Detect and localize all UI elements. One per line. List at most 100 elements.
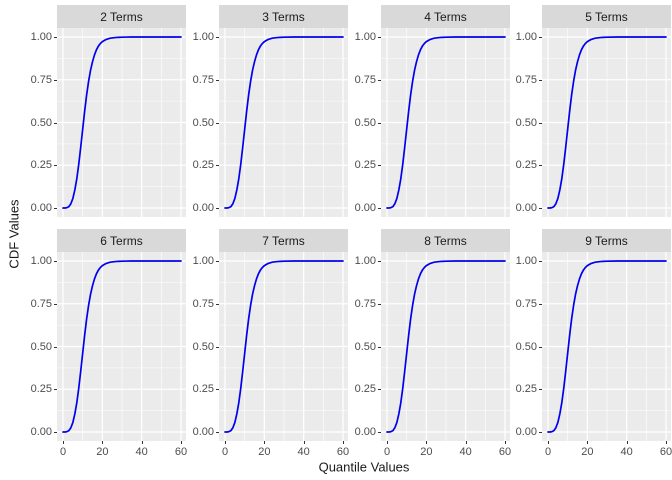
- y-tick-label: 1.00: [515, 31, 537, 43]
- facet-cell-3-terms: 3 Terms 1.00 0.75 0.50 0.25 0.00: [181, 5, 348, 217]
- y-tick-mark: [378, 432, 381, 433]
- y-tick-label: 0.50: [30, 116, 52, 129]
- y-tick-label: 0.50: [192, 116, 214, 129]
- y-tick-mark: [378, 37, 381, 38]
- y-tick-label: 0.25: [515, 159, 537, 172]
- y-tick-label: 1.00: [515, 255, 537, 267]
- y-tick-label: 0.50: [30, 340, 52, 353]
- x-tick-label: 20: [258, 446, 271, 458]
- y-tick-label: 0.00: [354, 202, 376, 214]
- y-tick-label: 1.00: [192, 31, 214, 43]
- x-tick-mark: [465, 441, 467, 444]
- facet-strip-label: 9 Terms: [542, 229, 671, 252]
- facet-cell-8-terms: 8 Terms 1.00 0.75 0.50 0.25 0.00 0 20 40 60: [343, 229, 511, 458]
- y-tick-mark: [378, 165, 381, 167]
- y-tick-label: 0.00: [515, 202, 537, 214]
- y-tick-label: 0.00: [515, 426, 537, 438]
- facet-plot-panel: [381, 252, 510, 441]
- y-tick-mark: [216, 208, 219, 209]
- facet-cell-2-terms: 2 Terms 1.00 0.75 0.50 0.25 0.00: [19, 5, 186, 217]
- cdf-curve: [62, 36, 182, 209]
- x-tick-mark: [505, 441, 506, 444]
- y-tick-mark: [378, 208, 381, 209]
- y-tick-label: 1.00: [30, 255, 52, 267]
- facet-plot-panel: [542, 252, 671, 441]
- facet-plot-panel: [57, 252, 186, 441]
- facet-cell-5-terms: 5 Terms 1.00 0.75 0.50 0.25 0.00: [504, 5, 671, 217]
- y-tick-mark: [539, 261, 542, 262]
- y-tick-label: 1.00: [30, 31, 52, 43]
- x-tick-label: 40: [297, 446, 310, 458]
- y-tick-label: 0.00: [192, 426, 214, 438]
- y-tick-label: 0.50: [354, 116, 376, 129]
- y-tick-mark: [54, 346, 57, 348]
- y-tick-label: 0.25: [515, 383, 537, 396]
- y-tick-mark: [539, 165, 542, 167]
- x-tick-label: 40: [620, 446, 633, 458]
- y-tick-mark: [54, 261, 57, 262]
- y-tick-mark: [54, 122, 57, 124]
- cdf-curve: [547, 260, 667, 433]
- y-tick-mark: [539, 79, 542, 81]
- y-tick-mark: [539, 122, 542, 124]
- y-tick-mark: [216, 165, 219, 167]
- y-tick-mark: [378, 79, 381, 81]
- y-tick-label: 0.50: [515, 340, 537, 353]
- y-tick-label: 1.00: [192, 255, 214, 267]
- y-tick-mark: [539, 37, 542, 38]
- y-tick-mark: [54, 432, 57, 433]
- y-tick-label: 0.75: [354, 73, 376, 86]
- x-tick-label: 60: [498, 446, 512, 458]
- facet-plot-panel: [57, 28, 186, 217]
- cdf-curve: [224, 36, 344, 209]
- x-tick-mark: [387, 441, 388, 444]
- x-tick-label: 0: [221, 446, 229, 458]
- x-tick-mark: [225, 441, 226, 444]
- y-tick-label: 0.25: [192, 159, 214, 172]
- y-tick-mark: [539, 432, 542, 433]
- x-tick-mark: [343, 441, 344, 444]
- facet-strip-label: 2 Terms: [57, 5, 186, 28]
- y-tick-label: 0.50: [192, 340, 214, 353]
- facet-strip-label: 6 Terms: [57, 229, 186, 252]
- x-axis-title: Quantile Values: [318, 459, 410, 475]
- y-tick-mark: [216, 346, 219, 348]
- y-tick-label: 0.00: [354, 426, 376, 438]
- y-tick-label: 1.00: [354, 31, 376, 43]
- y-tick-mark: [54, 165, 57, 167]
- x-tick-mark: [141, 441, 143, 444]
- y-tick-label: 1.00: [354, 255, 376, 267]
- x-tick-label: 0: [383, 446, 391, 458]
- y-tick-mark: [539, 208, 542, 209]
- y-tick-mark: [216, 303, 219, 305]
- y-tick-mark: [216, 261, 219, 262]
- facet-cell-6-terms: 6 Terms 1.00 0.75 0.50 0.25 0.00 0 20 40 60: [19, 229, 187, 458]
- y-tick-label: 0.25: [30, 383, 52, 396]
- x-tick-label: 40: [459, 446, 472, 458]
- y-tick-label: 0.25: [354, 159, 376, 172]
- x-tick-mark: [181, 441, 182, 444]
- y-tick-label: 0.00: [30, 426, 52, 438]
- y-tick-label: 0.00: [30, 202, 52, 214]
- x-tick-label: 20: [581, 446, 594, 458]
- x-tick-label: 0: [59, 446, 67, 458]
- y-tick-mark: [378, 261, 381, 262]
- facet-strip-label: 5 Terms: [542, 5, 671, 28]
- facet-plot-panel: [219, 252, 348, 441]
- x-tick-mark: [587, 441, 589, 444]
- x-tick-label: 60: [174, 446, 188, 458]
- facet-strip-label: 7 Terms: [219, 229, 348, 252]
- y-tick-label: 0.75: [192, 73, 214, 86]
- facet-strip-label: 8 Terms: [381, 229, 510, 252]
- y-tick-label: 0.00: [192, 202, 214, 214]
- y-tick-mark: [54, 37, 57, 38]
- x-tick-mark: [666, 441, 667, 444]
- facet-plot-panel: [381, 28, 510, 217]
- y-tick-mark: [539, 389, 542, 391]
- x-tick-mark: [548, 441, 549, 444]
- facet-strip-label: 3 Terms: [219, 5, 348, 28]
- y-tick-mark: [378, 346, 381, 348]
- facet-cell-9-terms: 9 Terms 1.00 0.75 0.50 0.25 0.00 0 20 40 60: [504, 229, 672, 458]
- y-tick-label: 0.50: [515, 116, 537, 129]
- y-tick-label: 0.25: [30, 159, 52, 172]
